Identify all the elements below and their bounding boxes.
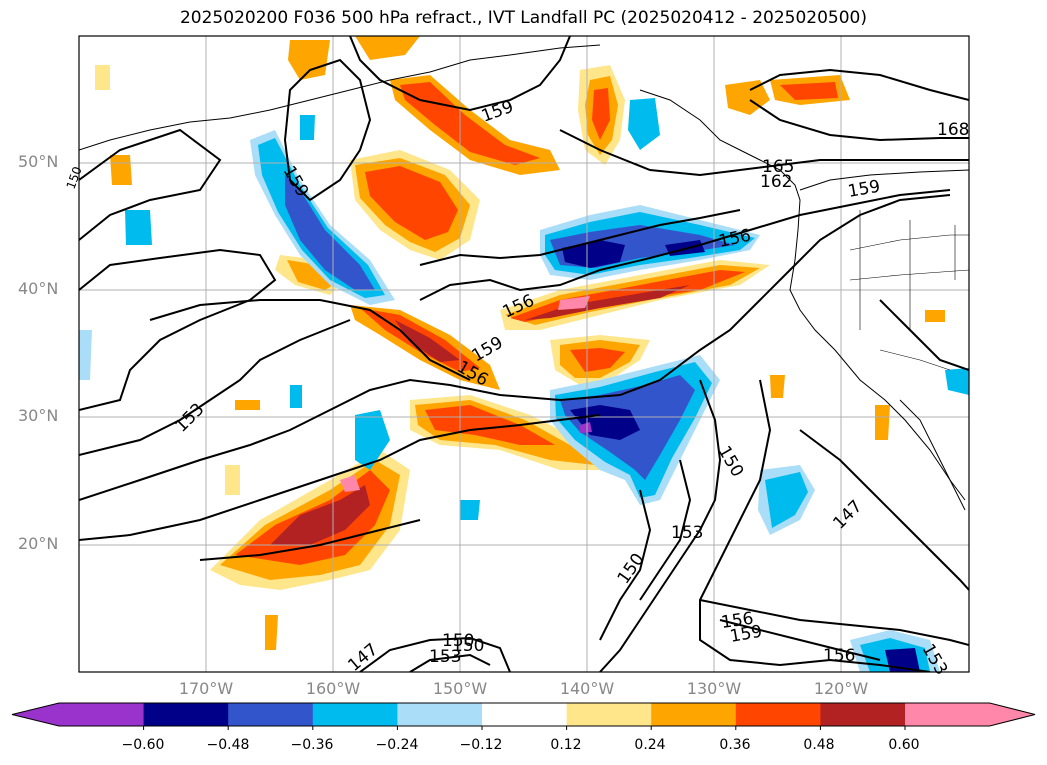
colorbar-swatch — [59, 703, 145, 726]
colorbar-tick-label: 0.24 — [634, 737, 666, 753]
contour-label: 150 — [442, 631, 474, 651]
plot-frame — [78, 35, 970, 673]
colorbar-swatch — [312, 703, 398, 726]
lon-label: 170°W — [178, 679, 234, 698]
colorbar-swatch — [905, 703, 991, 726]
contour-label: 168 — [937, 120, 969, 140]
colorbar-swatch — [228, 703, 314, 726]
negative-anomaly-regions — [79, 98, 969, 672]
contour-label: 150 — [64, 165, 85, 191]
lat-label: 20°N — [18, 534, 59, 553]
colorbar-tick-label: 0.48 — [803, 737, 835, 753]
colorbar-tick-label: −0.24 — [375, 737, 419, 753]
contour-label-group: 159 159 168 162 165 159 156 156 159 156 … — [64, 97, 970, 679]
contour-label: 159 — [846, 177, 881, 202]
grid-lines — [79, 36, 969, 672]
colorbar-tick-label: −0.12 — [459, 737, 503, 753]
colorbar-swatch — [820, 703, 906, 726]
height-contours — [79, 36, 969, 672]
contour-label: 162 — [760, 172, 792, 192]
lon-label: 120°W — [813, 679, 869, 698]
lon-label: 150°W — [432, 679, 488, 698]
colorbar-tick-label: −0.36 — [290, 737, 334, 753]
contour-label: 153 — [671, 523, 703, 543]
colorbar-swatch — [397, 703, 483, 726]
contour-label: 159 — [728, 622, 763, 647]
coastlines — [79, 44, 969, 511]
contour-label: 159 — [479, 97, 516, 127]
colorbar-extend-high — [989, 703, 1035, 726]
colorbar-tick-label: −0.60 — [121, 737, 165, 753]
colorbar-outline — [11, 702, 1036, 727]
colorbar-tick-label: −0.48 — [206, 737, 250, 753]
map-title: 2025020200 F036 500 hPa refract., IVT La… — [179, 8, 867, 28]
colorbar-swatch — [735, 703, 821, 726]
lat-label: 50°N — [18, 152, 59, 171]
contour-label: 150 — [452, 636, 484, 656]
contour-label: 156 — [720, 609, 755, 633]
lat-label: 30°N — [18, 406, 59, 425]
colorbar-extend-low — [12, 703, 59, 726]
colorbar-tick-label: 0.36 — [719, 737, 751, 753]
colorbar-swatch — [482, 703, 568, 726]
colorbar-swatch — [566, 703, 652, 726]
lat-label: 40°N — [18, 279, 59, 298]
colorbar-swatch — [651, 703, 737, 726]
lon-label: 140°W — [559, 679, 615, 698]
contour-label: 156 — [823, 646, 855, 666]
colorbar-tick-label: 0.60 — [888, 737, 920, 753]
lon-label: 130°W — [686, 679, 742, 698]
contour-label: 153 — [429, 647, 461, 667]
colorbar-swatch — [143, 703, 229, 726]
shaded-field — [79, 36, 969, 672]
colorbar-tick-label: 0.12 — [550, 737, 582, 753]
contour-label: 165 — [762, 157, 794, 177]
contour-label: 147 — [829, 496, 866, 533]
lon-label: 160°W — [305, 679, 361, 698]
colorbar — [11, 702, 1036, 730]
contour-label: 147 — [344, 640, 382, 676]
